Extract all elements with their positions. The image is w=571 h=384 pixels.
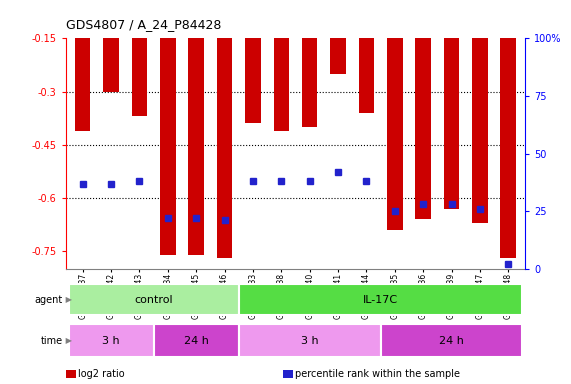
Text: time: time (41, 336, 63, 346)
Text: percentile rank within the sample: percentile rank within the sample (295, 369, 460, 379)
Bar (132, 38, 147, 116)
Text: 24 h: 24 h (184, 336, 208, 346)
Bar (69, 284, 239, 315)
Bar (239, 284, 522, 315)
Bar (472, 38, 488, 223)
Bar (330, 38, 346, 74)
Bar (381, 324, 522, 357)
Bar (188, 38, 204, 255)
Text: log2 ratio: log2 ratio (78, 369, 125, 379)
Bar (444, 38, 459, 209)
Bar (103, 38, 119, 91)
Bar (154, 324, 239, 357)
Text: ▶: ▶ (63, 295, 72, 304)
Bar (274, 38, 289, 131)
Text: IL-17C: IL-17C (363, 295, 398, 305)
Bar (501, 38, 516, 258)
Bar (239, 324, 381, 357)
Text: control: control (134, 295, 173, 305)
Text: 24 h: 24 h (439, 336, 464, 346)
Bar (359, 38, 374, 113)
Bar (75, 38, 90, 131)
Bar (245, 38, 261, 124)
Text: GDS4807 / A_24_P84428: GDS4807 / A_24_P84428 (66, 18, 221, 31)
Bar (302, 38, 317, 127)
Text: 3 h: 3 h (102, 336, 120, 346)
Bar (415, 38, 431, 219)
Bar (160, 38, 176, 255)
Text: ▶: ▶ (63, 336, 72, 345)
Bar (387, 38, 403, 230)
Bar (69, 324, 154, 357)
Text: 3 h: 3 h (301, 336, 319, 346)
Text: agent: agent (35, 295, 63, 305)
Bar (217, 38, 232, 258)
